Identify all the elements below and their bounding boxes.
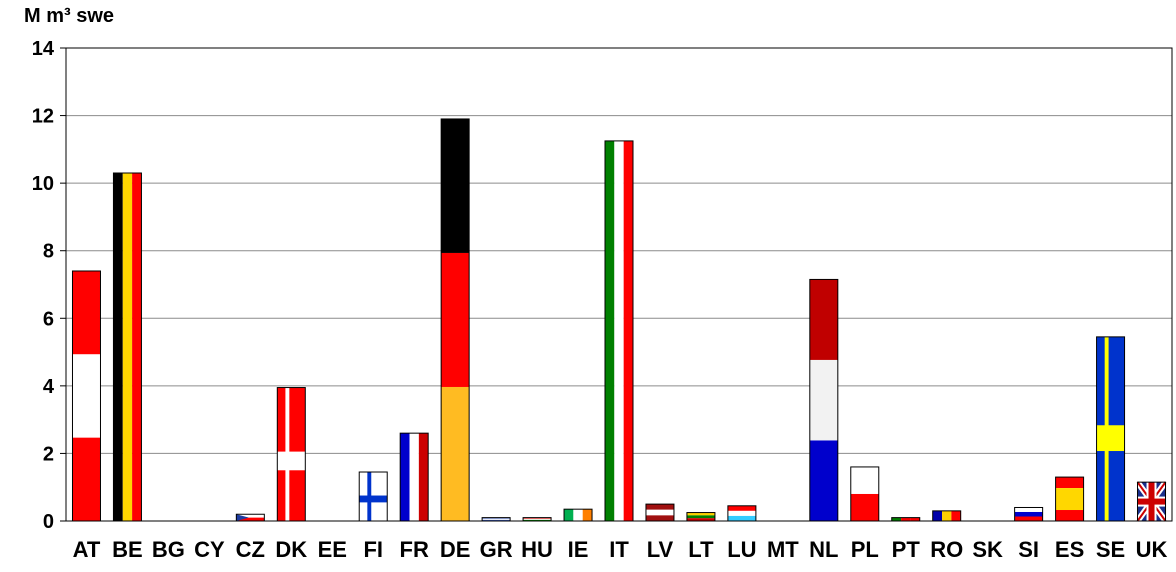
y-tick-label: 6 bbox=[43, 308, 54, 330]
bar-hu bbox=[522, 517, 552, 522]
bar-lv bbox=[645, 503, 675, 522]
x-tick-label-uk: UK bbox=[1136, 537, 1168, 562]
x-tick-label-mt: MT bbox=[767, 537, 799, 562]
x-tick-label-ro: RO bbox=[930, 537, 963, 562]
y-tick-label: 8 bbox=[43, 241, 54, 263]
bar-uk bbox=[1135, 480, 1168, 523]
bar-ro bbox=[932, 510, 962, 522]
bar-gr bbox=[481, 517, 511, 522]
bar-lu bbox=[727, 505, 757, 522]
y-tick-labels: 0 2 4 6 8 10 12 14 bbox=[32, 38, 55, 533]
x-tick-label-bg: BG bbox=[152, 537, 185, 562]
y-tick-label: 0 bbox=[43, 511, 54, 533]
bar-se bbox=[1096, 336, 1126, 522]
bar-ie bbox=[563, 508, 593, 522]
x-tick-label-dk: DK bbox=[275, 537, 307, 562]
x-tick-label-es: ES bbox=[1055, 537, 1084, 562]
x-tick-label-lv: LV bbox=[647, 537, 674, 562]
x-tick-label-si: SI bbox=[1018, 537, 1039, 562]
y-tick-label: 10 bbox=[32, 173, 54, 195]
bar-es bbox=[1055, 476, 1085, 522]
bar-dk bbox=[276, 387, 306, 522]
x-tick-label-at: AT bbox=[73, 537, 101, 562]
bar-at bbox=[71, 270, 101, 522]
y-axis-unit-label: M m³ swe bbox=[24, 5, 114, 27]
bar-de bbox=[440, 118, 470, 522]
plot-area-frame bbox=[65, 47, 1173, 522]
x-tick-label-it: IT bbox=[609, 537, 629, 562]
x-tick-label-ie: IE bbox=[568, 537, 589, 562]
y-tick-label: 4 bbox=[43, 376, 55, 398]
y-tick-label: 2 bbox=[43, 443, 54, 465]
x-tick-label-hu: HU bbox=[521, 537, 553, 562]
bar-fr bbox=[399, 432, 429, 522]
x-tick-label-nl: NL bbox=[809, 537, 838, 562]
x-tick-labels: AT BE BG CY CZ DK EE FI FR DE GR HU IE IT LV LT LU MT NL PL… bbox=[73, 537, 1168, 562]
bar-lt bbox=[686, 512, 716, 522]
bars bbox=[71, 118, 1168, 523]
x-tick-label-de: DE bbox=[440, 537, 471, 562]
x-tick-label-cz: CZ bbox=[236, 537, 265, 562]
x-tick-label-pt: PT bbox=[892, 537, 921, 562]
x-tick-label-lu: LU bbox=[727, 537, 756, 562]
bar-pl bbox=[850, 466, 880, 522]
x-tick-label-be: BE bbox=[112, 537, 143, 562]
bar-si bbox=[1014, 506, 1044, 522]
x-tick-label-gr: GR bbox=[480, 537, 513, 562]
x-tick-label-pl: PL bbox=[851, 537, 879, 562]
x-tick-label-se: SE bbox=[1096, 537, 1125, 562]
x-tick-label-sk: SK bbox=[972, 537, 1003, 562]
bar-nl bbox=[809, 278, 839, 522]
y-tick-label: 14 bbox=[32, 38, 55, 60]
bar-cz bbox=[235, 513, 265, 522]
x-tick-label-lt: LT bbox=[688, 537, 714, 562]
y-tick-label: 12 bbox=[32, 106, 54, 128]
x-tick-label-ee: EE bbox=[318, 537, 347, 562]
bar-be bbox=[112, 172, 142, 522]
x-tick-label-fr: FR bbox=[400, 537, 429, 562]
bar-fi bbox=[358, 471, 388, 522]
x-tick-label-cy: CY bbox=[194, 537, 225, 562]
bar-pt bbox=[891, 517, 921, 522]
x-tick-label-fi: FI bbox=[363, 537, 383, 562]
bar-it bbox=[604, 140, 634, 522]
